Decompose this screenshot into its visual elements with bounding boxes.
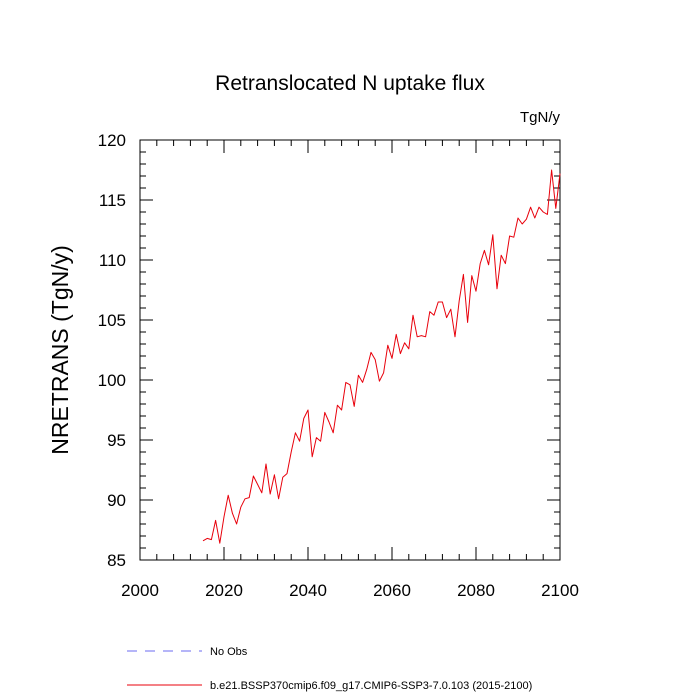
chart-title: Retranslocated N uptake flux [215, 72, 485, 95]
x-tick-labels: 2000 2020 2040 2060 2080 2100 [121, 581, 579, 600]
x-tick-label: 2000 [121, 581, 159, 600]
y-tick-label: 105 [98, 311, 126, 330]
legend: No Obs b.e21.BSSP370cmip6.f09_g17.CMIP6-S… [127, 646, 532, 692]
y-tick-label: 100 [98, 371, 126, 390]
legend-label: No Obs [210, 646, 248, 658]
y-axis-label: NRETRANS (TgN/y) [47, 245, 73, 455]
y-tick-label: 110 [99, 251, 126, 270]
y-tick-label: 95 [107, 431, 126, 450]
x-tick-label: 2080 [457, 581, 495, 600]
series-line [202, 169, 561, 544]
plot-frame [139, 139, 561, 561]
data-series [202, 169, 561, 544]
x-tick-label: 2060 [373, 581, 411, 600]
y-axis-title-group: NRETRANS (TgN/y) [47, 245, 73, 455]
units-label: TgN/y [520, 109, 561, 126]
y-tick-label: 90 [107, 491, 126, 510]
axis-ticks [139, 139, 561, 561]
x-tick-label: 2100 [541, 581, 579, 600]
y-tick-labels: 85 90 95 100 105 110 115 120 [98, 131, 126, 570]
y-tick-label: 115 [99, 191, 126, 210]
x-tick-label: 2040 [289, 581, 327, 600]
y-tick-label: 85 [107, 551, 126, 570]
legend-label: b.e21.BSSP370cmip6.f09_g17.CMIP6-SSP3-7.… [210, 680, 532, 692]
x-tick-label: 2020 [205, 581, 243, 600]
y-tick-label: 120 [98, 131, 126, 150]
